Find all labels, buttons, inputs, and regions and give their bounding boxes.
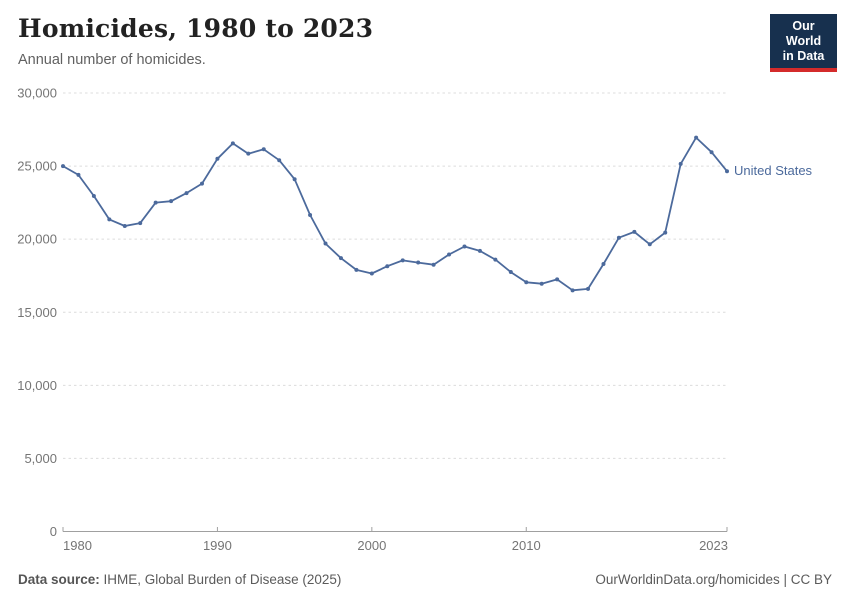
data-point[interactable]: [292, 177, 297, 182]
data-line-united-states[interactable]: [62, 136, 728, 292]
data-point[interactable]: [277, 158, 282, 163]
y-axis-tick-label: 30,000: [17, 86, 57, 101]
chart-footer: Data source: IHME, Global Burden of Dise…: [18, 572, 832, 587]
x-axis-tick-label: 2010: [512, 538, 541, 553]
data-point[interactable]: [153, 200, 158, 205]
data-point[interactable]: [184, 191, 189, 196]
data-point[interactable]: [709, 150, 714, 155]
data-point[interactable]: [632, 229, 637, 234]
data-point[interactable]: [462, 244, 467, 249]
data-point[interactable]: [400, 258, 405, 263]
y-axis-tick-label: 25,000: [17, 159, 57, 174]
data-point[interactable]: [91, 194, 96, 199]
x-axis-tick-label: 1980: [63, 538, 92, 553]
data-point[interactable]: [354, 267, 359, 272]
data-point[interactable]: [61, 164, 65, 169]
data-source-label: Data source:: [18, 572, 100, 587]
data-point[interactable]: [76, 172, 81, 177]
data-point[interactable]: [539, 281, 544, 286]
y-axis-tick-label: 20,000: [17, 232, 57, 247]
data-point[interactable]: [385, 264, 390, 269]
data-point[interactable]: [230, 141, 235, 146]
data-point[interactable]: [647, 242, 652, 247]
series-entity-label[interactable]: United States: [734, 163, 813, 179]
chart-subtitle: Annual number of homicides.: [18, 52, 206, 68]
data-point[interactable]: [323, 241, 328, 246]
data-point[interactable]: [447, 252, 452, 257]
y-axis-tick-label: 5,000: [24, 451, 57, 466]
data-point[interactable]: [338, 256, 343, 261]
y-axis-tick-label: 0: [50, 524, 57, 539]
x-axis-tick-label: 2000: [357, 538, 386, 553]
data-point[interactable]: [555, 277, 560, 282]
data-point[interactable]: [477, 248, 482, 253]
data-point[interactable]: [493, 257, 498, 262]
data-point[interactable]: [570, 288, 575, 293]
data-point[interactable]: [261, 147, 266, 152]
data-point[interactable]: [107, 217, 112, 222]
data-point[interactable]: [694, 135, 699, 140]
data-point[interactable]: [601, 262, 606, 267]
y-axis-tick-label: 10,000: [17, 378, 57, 393]
data-point[interactable]: [416, 260, 421, 265]
data-point[interactable]: [199, 181, 204, 186]
data-point[interactable]: [308, 213, 313, 218]
chart-title: Homicides, 1980 to 2023: [18, 14, 374, 43]
data-point[interactable]: [508, 270, 513, 275]
data-point[interactable]: [725, 169, 729, 174]
attribution-note: OurWorldinData.org/homicides | CC BY: [595, 572, 832, 587]
data-point[interactable]: [586, 286, 591, 291]
data-point[interactable]: [369, 271, 374, 276]
data-source-value: IHME, Global Burden of Disease (2025): [99, 572, 342, 587]
owid-logo-text-line2: in Data: [782, 49, 825, 63]
data-point[interactable]: [678, 161, 683, 166]
y-axis-tick-label: 15,000: [17, 305, 57, 320]
data-point[interactable]: [616, 235, 621, 240]
data-point[interactable]: [215, 156, 220, 161]
data-point[interactable]: [169, 199, 174, 204]
chart-header: Homicides, 1980 to 2023 Annual number of…: [18, 14, 373, 68]
owid-logo-text-line1: Our World: [785, 19, 822, 48]
data-point[interactable]: [663, 230, 668, 235]
owid-logo[interactable]: Our World in Data: [770, 14, 837, 72]
data-point[interactable]: [431, 262, 436, 267]
x-axis-tick-label: 2023: [699, 538, 728, 553]
data-point[interactable]: [138, 221, 143, 226]
data-point[interactable]: [246, 151, 251, 156]
data-point[interactable]: [524, 280, 529, 285]
data-point[interactable]: [122, 224, 127, 229]
x-axis-tick-label: 1990: [203, 538, 232, 553]
data-source-note: Data source: IHME, Global Burden of Dise…: [18, 572, 341, 587]
